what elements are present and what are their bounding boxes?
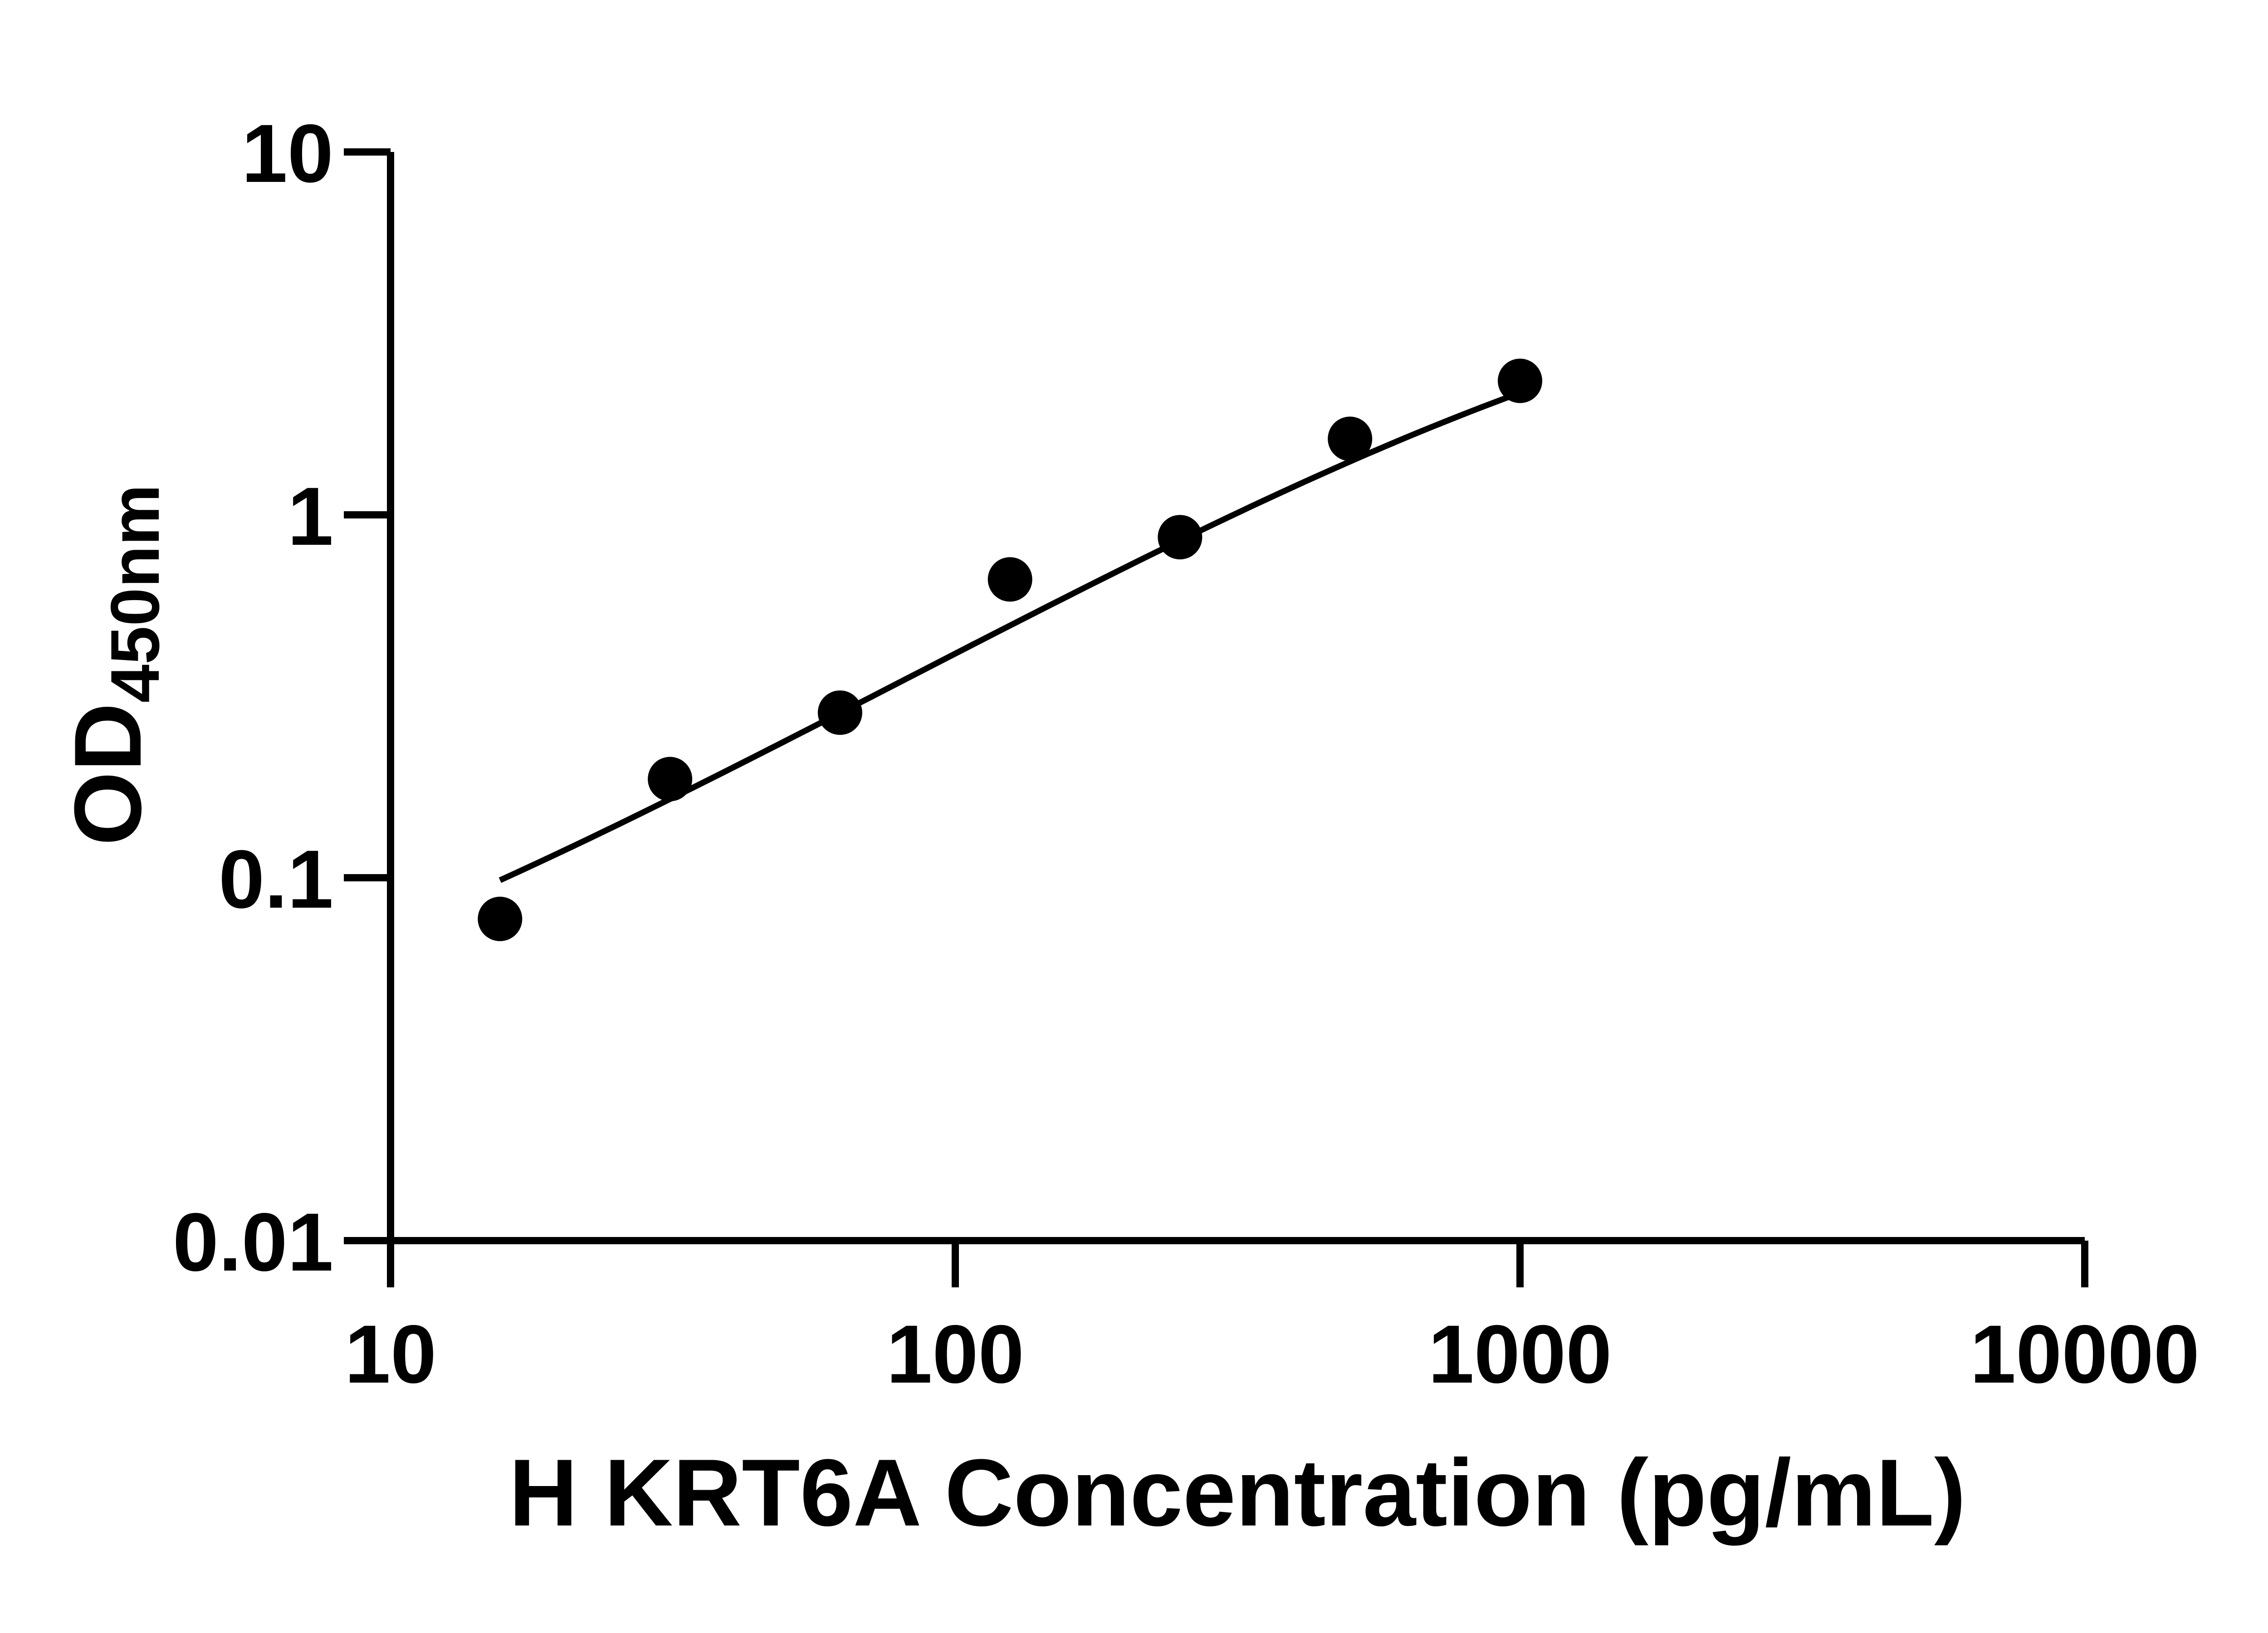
x-tick-label: 100 [886,1308,1024,1400]
y-tick-label: 0.1 [219,833,333,925]
data-point-marker [1498,358,1542,403]
y-axis-title: OD450nm [54,484,174,846]
data-point-marker [478,896,523,941]
data-point-marker [1328,416,1373,461]
x-tick-label: 10 [345,1308,436,1400]
data-points [478,358,1542,941]
y-axis-title-main: OD [54,703,161,846]
x-axis [387,1237,2088,1287]
x-axis-title: H KRT6A Concentration (pg/mL) [509,1439,1966,1546]
x-axis-tick-labels: 10 100 1000 10000 [345,1308,2200,1400]
y-tick-label: 0.01 [173,1196,333,1288]
fit-curve [499,390,1521,883]
data-point-marker [817,690,862,735]
x-tick-label: 10000 [1970,1308,2200,1400]
y-axis-title-subscript: 450nm [97,484,174,703]
y-axis-tick-labels: 10 1 0.1 0.01 [173,107,333,1288]
y-tick-label: 10 [242,107,333,200]
y-tick-label: 1 [288,470,333,562]
x-tick-label: 1000 [1428,1308,1612,1400]
data-point-marker [987,557,1032,602]
y-axis [344,148,394,1244]
data-point-marker [648,757,693,802]
data-point-marker [1158,515,1202,560]
fit-curve-line [499,390,1521,883]
